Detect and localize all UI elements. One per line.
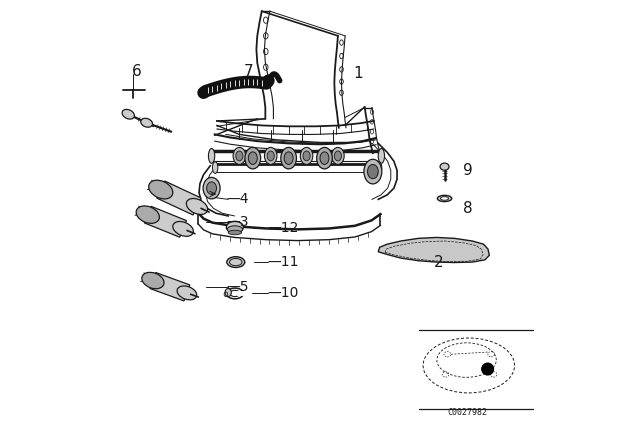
Ellipse shape xyxy=(245,147,260,169)
Text: 8: 8 xyxy=(463,201,473,216)
Text: 9: 9 xyxy=(463,163,473,178)
Text: —12: —12 xyxy=(267,221,298,236)
Ellipse shape xyxy=(173,221,193,236)
Text: 1: 1 xyxy=(353,66,364,82)
Text: C0027982: C0027982 xyxy=(448,408,488,417)
Ellipse shape xyxy=(177,286,196,300)
Ellipse shape xyxy=(281,147,296,169)
Ellipse shape xyxy=(122,109,134,119)
Ellipse shape xyxy=(227,226,243,233)
Ellipse shape xyxy=(300,147,313,164)
Circle shape xyxy=(482,363,493,375)
Ellipse shape xyxy=(437,195,452,202)
Ellipse shape xyxy=(142,272,164,289)
Ellipse shape xyxy=(334,151,342,161)
Ellipse shape xyxy=(207,182,216,194)
Ellipse shape xyxy=(230,258,242,266)
Ellipse shape xyxy=(225,289,231,297)
Ellipse shape xyxy=(227,221,243,233)
Ellipse shape xyxy=(284,152,293,164)
Ellipse shape xyxy=(228,230,241,235)
Ellipse shape xyxy=(320,152,329,164)
Ellipse shape xyxy=(440,197,449,200)
Ellipse shape xyxy=(378,148,385,163)
Ellipse shape xyxy=(303,151,310,161)
Ellipse shape xyxy=(440,163,449,170)
Text: —11: —11 xyxy=(267,255,299,269)
Ellipse shape xyxy=(267,151,275,161)
Ellipse shape xyxy=(148,180,173,199)
Text: —4: —4 xyxy=(227,192,250,207)
Ellipse shape xyxy=(227,257,244,267)
Ellipse shape xyxy=(141,118,152,127)
Ellipse shape xyxy=(233,147,246,164)
Polygon shape xyxy=(378,237,490,263)
Ellipse shape xyxy=(332,147,344,164)
Ellipse shape xyxy=(209,148,215,163)
Polygon shape xyxy=(145,207,186,237)
Polygon shape xyxy=(157,181,201,215)
Ellipse shape xyxy=(203,177,220,199)
Ellipse shape xyxy=(248,152,257,164)
Ellipse shape xyxy=(264,147,277,164)
Ellipse shape xyxy=(136,206,159,224)
Ellipse shape xyxy=(317,147,332,169)
Text: 2: 2 xyxy=(435,254,444,270)
Text: —5: —5 xyxy=(227,280,250,294)
Text: —10: —10 xyxy=(267,286,298,301)
Ellipse shape xyxy=(376,162,382,173)
Polygon shape xyxy=(150,272,190,301)
Ellipse shape xyxy=(367,164,378,179)
Ellipse shape xyxy=(236,151,243,161)
Ellipse shape xyxy=(212,162,218,173)
Text: 6: 6 xyxy=(132,64,141,79)
Ellipse shape xyxy=(186,198,207,215)
Text: —3: —3 xyxy=(227,215,250,229)
Ellipse shape xyxy=(364,159,382,184)
Text: 7: 7 xyxy=(244,64,253,79)
